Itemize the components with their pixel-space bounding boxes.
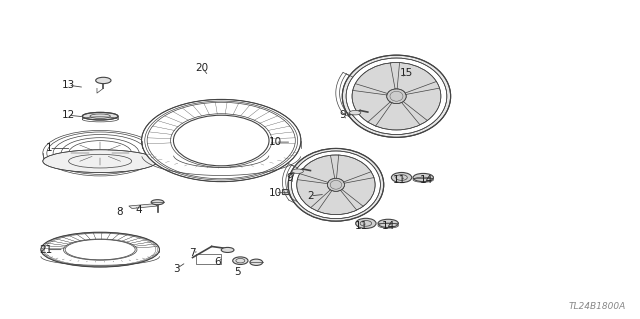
Ellipse shape — [65, 240, 135, 260]
Ellipse shape — [342, 55, 451, 137]
Ellipse shape — [392, 173, 412, 182]
Text: 15: 15 — [399, 68, 413, 78]
Ellipse shape — [250, 259, 262, 265]
Text: 9: 9 — [340, 110, 346, 120]
Text: 3: 3 — [173, 263, 180, 274]
Ellipse shape — [292, 169, 303, 174]
Ellipse shape — [96, 77, 111, 84]
Text: 14: 14 — [381, 221, 395, 231]
FancyBboxPatch shape — [282, 189, 298, 194]
Text: 13: 13 — [61, 80, 75, 90]
Text: 6: 6 — [215, 257, 221, 267]
Text: 12: 12 — [61, 110, 75, 120]
Ellipse shape — [83, 112, 118, 120]
Text: 5: 5 — [234, 267, 241, 277]
Text: 21: 21 — [40, 245, 52, 255]
Ellipse shape — [378, 219, 398, 227]
Text: TL24B1800A: TL24B1800A — [568, 302, 626, 311]
Ellipse shape — [297, 155, 375, 215]
Ellipse shape — [151, 200, 164, 205]
Text: 8: 8 — [116, 207, 123, 217]
FancyBboxPatch shape — [282, 138, 298, 144]
Ellipse shape — [173, 115, 269, 166]
Text: 2: 2 — [307, 191, 314, 201]
Polygon shape — [129, 204, 157, 209]
Text: 1: 1 — [46, 144, 52, 153]
Ellipse shape — [349, 110, 361, 115]
Ellipse shape — [43, 150, 157, 173]
Text: 9: 9 — [287, 174, 293, 183]
Ellipse shape — [352, 63, 441, 130]
Ellipse shape — [221, 248, 234, 252]
Text: 14: 14 — [420, 175, 433, 185]
Ellipse shape — [291, 151, 380, 219]
Ellipse shape — [288, 148, 384, 221]
Ellipse shape — [356, 218, 376, 228]
Text: 7: 7 — [189, 248, 196, 258]
Text: 11: 11 — [393, 175, 406, 185]
Ellipse shape — [413, 174, 433, 182]
Ellipse shape — [233, 257, 248, 264]
Ellipse shape — [41, 232, 159, 267]
Text: 10: 10 — [269, 188, 282, 198]
Text: 10: 10 — [269, 137, 282, 147]
Ellipse shape — [346, 58, 447, 135]
Ellipse shape — [387, 89, 406, 104]
Text: 4: 4 — [135, 205, 141, 215]
Text: 20: 20 — [196, 63, 209, 73]
Ellipse shape — [327, 178, 344, 191]
Ellipse shape — [141, 100, 301, 182]
Text: 11: 11 — [355, 221, 368, 231]
